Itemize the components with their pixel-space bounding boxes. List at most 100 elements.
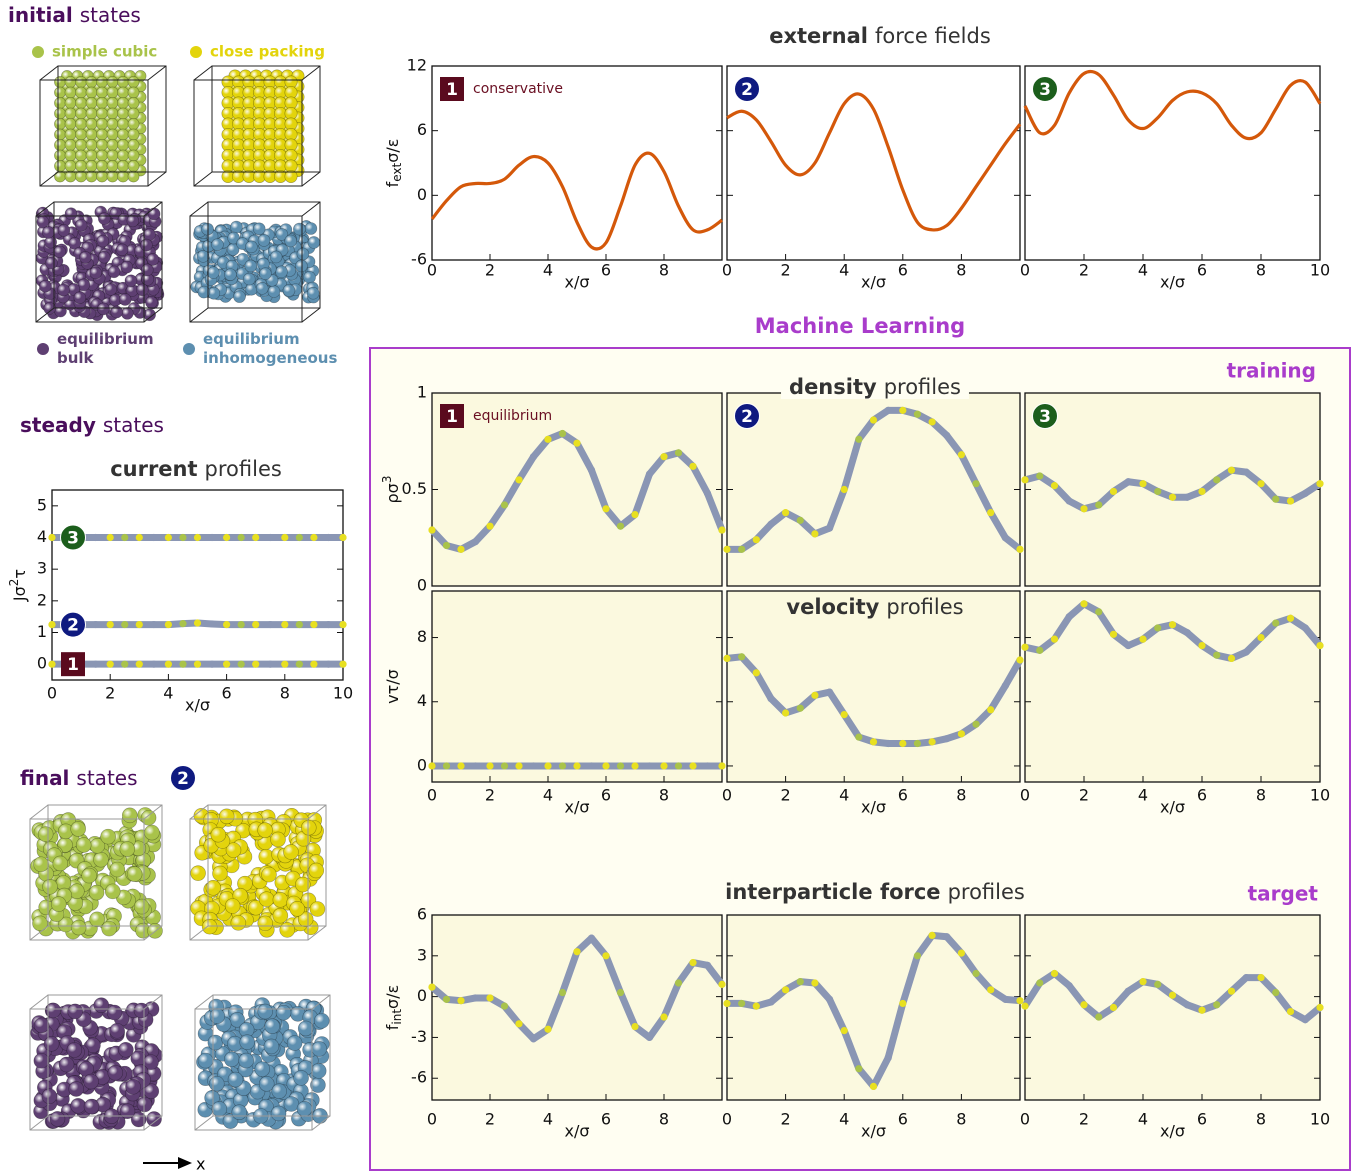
particle xyxy=(212,865,228,882)
particle xyxy=(227,231,240,245)
particle xyxy=(85,139,98,151)
x-tick-label: 4 xyxy=(543,1110,553,1129)
profile-dot xyxy=(957,949,966,957)
y-tick-label: 0 xyxy=(417,576,427,595)
particle xyxy=(254,1061,271,1077)
badge-label: 3 xyxy=(1039,407,1051,427)
x-axis-label: x/σ xyxy=(861,273,886,292)
box-edge xyxy=(29,818,145,941)
particle xyxy=(75,837,92,853)
particle xyxy=(98,212,111,225)
particle xyxy=(257,1003,273,1020)
profile-dot xyxy=(442,762,451,770)
profile-dot xyxy=(723,654,731,663)
particle xyxy=(41,226,55,239)
profile-dot xyxy=(1316,1003,1324,1012)
particle xyxy=(143,228,156,241)
particle xyxy=(58,1056,75,1073)
particle xyxy=(126,866,143,882)
profile-dot xyxy=(237,660,245,668)
title-rest: force fields xyxy=(875,24,991,48)
particle xyxy=(104,283,118,296)
profile-dot xyxy=(1198,1006,1206,1014)
particle xyxy=(127,118,140,130)
y-tick-label: 6 xyxy=(417,120,427,139)
box-edge xyxy=(189,804,209,820)
particle xyxy=(106,107,119,120)
profile-dot xyxy=(1065,613,1073,621)
badge xyxy=(60,611,86,638)
particle xyxy=(275,265,288,279)
x-axis-label: x/σ xyxy=(1160,273,1185,292)
badge xyxy=(170,765,196,791)
profile-dot xyxy=(428,762,436,770)
force-line xyxy=(726,92,1022,232)
particle xyxy=(271,1083,288,1099)
badge xyxy=(60,524,86,551)
box-edge xyxy=(47,804,163,927)
title-rest: profiles xyxy=(884,375,961,399)
y-tick-label: 0 xyxy=(417,185,427,204)
title-bold: interparticle force xyxy=(725,880,940,904)
y-tick-label: 2 xyxy=(37,590,47,609)
profile-dot xyxy=(660,1013,668,1021)
profile-dot xyxy=(782,986,790,994)
particle xyxy=(272,892,289,908)
profile-dot xyxy=(164,660,172,668)
y-tick-label: 0.5 xyxy=(402,479,427,498)
particle xyxy=(255,282,269,295)
particle xyxy=(117,97,129,109)
profile-dot xyxy=(558,429,567,438)
x-tick-label: 0 xyxy=(722,261,732,280)
particle xyxy=(207,1034,224,1051)
profile-dot xyxy=(1286,497,1295,505)
particle xyxy=(54,170,66,183)
box-edge xyxy=(311,1115,331,1131)
particle xyxy=(127,170,140,183)
profile-dot xyxy=(1183,1001,1191,1009)
profile-dot xyxy=(718,526,726,534)
particle xyxy=(201,918,218,935)
x-tick-label: 2 xyxy=(1079,786,1089,805)
profile-dot xyxy=(723,545,731,553)
particle xyxy=(85,1037,101,1054)
x-tick-label: 0 xyxy=(427,1110,437,1129)
title-rest: states xyxy=(76,766,137,790)
profile-dot xyxy=(486,522,494,530)
particle xyxy=(238,1052,254,1069)
particle xyxy=(41,1088,58,1105)
particle xyxy=(252,222,266,236)
particle xyxy=(304,222,318,235)
axis-arrow-label: x xyxy=(196,1155,205,1174)
title-rest: profiles xyxy=(948,880,1025,904)
y-label-part: 2 xyxy=(7,579,21,587)
particle xyxy=(96,76,108,88)
profile-dot xyxy=(544,1025,552,1033)
particle xyxy=(306,286,320,300)
x-tick-label: 2 xyxy=(485,786,495,805)
force-line xyxy=(430,151,723,251)
particle xyxy=(284,234,297,248)
particle xyxy=(96,128,108,141)
x-tick-label: 10 xyxy=(333,684,353,703)
particle xyxy=(109,1022,125,1039)
profile-dot xyxy=(1050,969,1059,978)
x-tick-label: 2 xyxy=(485,1110,495,1129)
particle xyxy=(45,256,58,270)
profile-dot xyxy=(1021,643,1029,651)
profile-dot xyxy=(899,406,907,414)
particle xyxy=(106,170,119,183)
y-tick-label: 0 xyxy=(417,755,427,774)
x-tick-label: 6 xyxy=(1197,786,1207,805)
profile-dot xyxy=(457,997,465,1005)
profile-dot xyxy=(1301,489,1309,497)
section-title: steady states xyxy=(20,413,164,437)
profile-dot xyxy=(1016,997,1024,1005)
particle xyxy=(224,268,237,281)
x-tick-label: 0 xyxy=(722,1110,732,1129)
profile-dot xyxy=(631,510,639,519)
profile-dot xyxy=(266,620,274,629)
x-tick-label: 2 xyxy=(781,1110,791,1129)
profile-dot xyxy=(972,720,980,728)
particle xyxy=(207,266,220,279)
